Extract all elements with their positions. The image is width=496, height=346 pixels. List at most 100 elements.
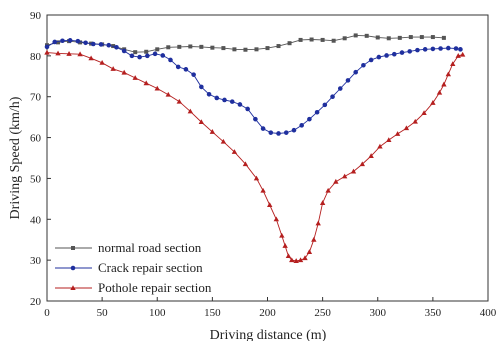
data-point xyxy=(144,49,149,54)
data-point xyxy=(221,46,226,51)
data-point xyxy=(430,46,436,52)
data-point xyxy=(430,35,435,40)
data-point xyxy=(232,47,237,52)
y-axis-label: Driving Speed (km/h) xyxy=(8,96,23,219)
y-tick-label: 30 xyxy=(30,255,42,267)
data-point xyxy=(88,55,94,61)
data-point xyxy=(412,118,418,124)
data-point xyxy=(152,51,158,57)
data-point xyxy=(361,62,366,68)
series-1 xyxy=(45,33,446,55)
data-point xyxy=(199,44,204,49)
data-point xyxy=(306,249,313,254)
data-point xyxy=(77,51,83,57)
data-point xyxy=(430,100,436,105)
y-tick-label: 20 xyxy=(30,296,42,308)
data-point xyxy=(44,44,50,50)
data-point xyxy=(302,255,308,261)
data-point xyxy=(222,97,227,103)
data-point xyxy=(160,53,166,58)
data-point xyxy=(386,36,391,41)
data-point xyxy=(60,38,65,44)
data-point xyxy=(98,42,104,47)
data-point xyxy=(331,38,336,43)
data-point xyxy=(341,173,348,179)
data-point xyxy=(55,50,61,56)
data-point xyxy=(459,51,466,57)
data-point xyxy=(368,57,374,63)
data-point xyxy=(394,131,401,136)
legend-label: normal road section xyxy=(98,240,202,255)
data-point xyxy=(315,220,321,226)
data-point xyxy=(298,37,303,42)
data-point xyxy=(121,69,127,75)
legend-marker xyxy=(70,285,76,290)
data-point xyxy=(311,236,317,242)
data-point xyxy=(291,127,297,133)
data-point xyxy=(253,116,258,122)
data-point xyxy=(177,44,182,49)
data-point xyxy=(441,35,446,40)
data-point xyxy=(268,130,274,135)
data-point xyxy=(384,53,389,58)
data-point xyxy=(287,41,292,46)
y-tick-label: 70 xyxy=(30,92,42,104)
data-point xyxy=(214,95,220,101)
data-point xyxy=(422,47,428,52)
data-point xyxy=(220,138,227,144)
data-point xyxy=(83,40,88,46)
data-point xyxy=(419,35,424,40)
data-point xyxy=(391,51,397,57)
data-point xyxy=(276,131,281,136)
data-point xyxy=(376,54,382,60)
data-point xyxy=(143,80,149,86)
y-tick-label: 40 xyxy=(30,214,42,226)
x-tick-label: 100 xyxy=(149,307,166,319)
legend: normal road section Crack repair section P… xyxy=(55,240,212,295)
data-point xyxy=(368,153,374,158)
series-line xyxy=(46,52,463,262)
data-point xyxy=(66,51,72,56)
data-point xyxy=(407,49,413,54)
data-point xyxy=(450,61,456,67)
data-point xyxy=(325,187,331,193)
data-point xyxy=(399,50,405,55)
data-point xyxy=(314,109,320,115)
data-point xyxy=(353,69,359,75)
data-point xyxy=(199,84,204,90)
data-point xyxy=(137,54,142,60)
data-point xyxy=(441,81,447,87)
data-point xyxy=(299,123,304,128)
data-point xyxy=(106,42,112,48)
legend-item: Crack repair section xyxy=(55,260,203,275)
data-point xyxy=(359,161,366,167)
data-point xyxy=(279,232,285,238)
data-point xyxy=(446,45,451,51)
data-point xyxy=(438,46,443,51)
data-point xyxy=(183,67,189,72)
legend-label: Crack repair section xyxy=(98,260,203,275)
data-point xyxy=(155,47,160,52)
data-point xyxy=(273,216,280,222)
data-point xyxy=(166,45,171,50)
data-point xyxy=(377,143,383,149)
x-axis: 0 50 100 150 200 250 300 350 400 xyxy=(44,297,496,319)
data-point xyxy=(191,72,196,77)
data-point xyxy=(283,130,289,135)
series-2 xyxy=(44,38,463,136)
data-point xyxy=(403,125,410,131)
data-point xyxy=(364,33,369,38)
data-point xyxy=(342,36,347,41)
data-point xyxy=(188,44,193,49)
x-tick-label: 250 xyxy=(314,307,331,319)
data-point xyxy=(44,49,50,55)
data-point xyxy=(455,53,461,58)
y-tick-label: 80 xyxy=(30,51,42,63)
data-point xyxy=(289,257,295,263)
data-point xyxy=(293,258,299,263)
legend-item: normal road section xyxy=(55,240,202,255)
data-point xyxy=(267,202,273,207)
series-layer xyxy=(44,33,466,263)
x-tick-label: 200 xyxy=(259,307,276,319)
